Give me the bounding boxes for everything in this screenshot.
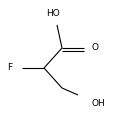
Text: OH: OH — [91, 98, 105, 107]
Text: O: O — [92, 44, 98, 53]
Text: HO: HO — [46, 10, 60, 19]
Text: F: F — [7, 64, 13, 72]
